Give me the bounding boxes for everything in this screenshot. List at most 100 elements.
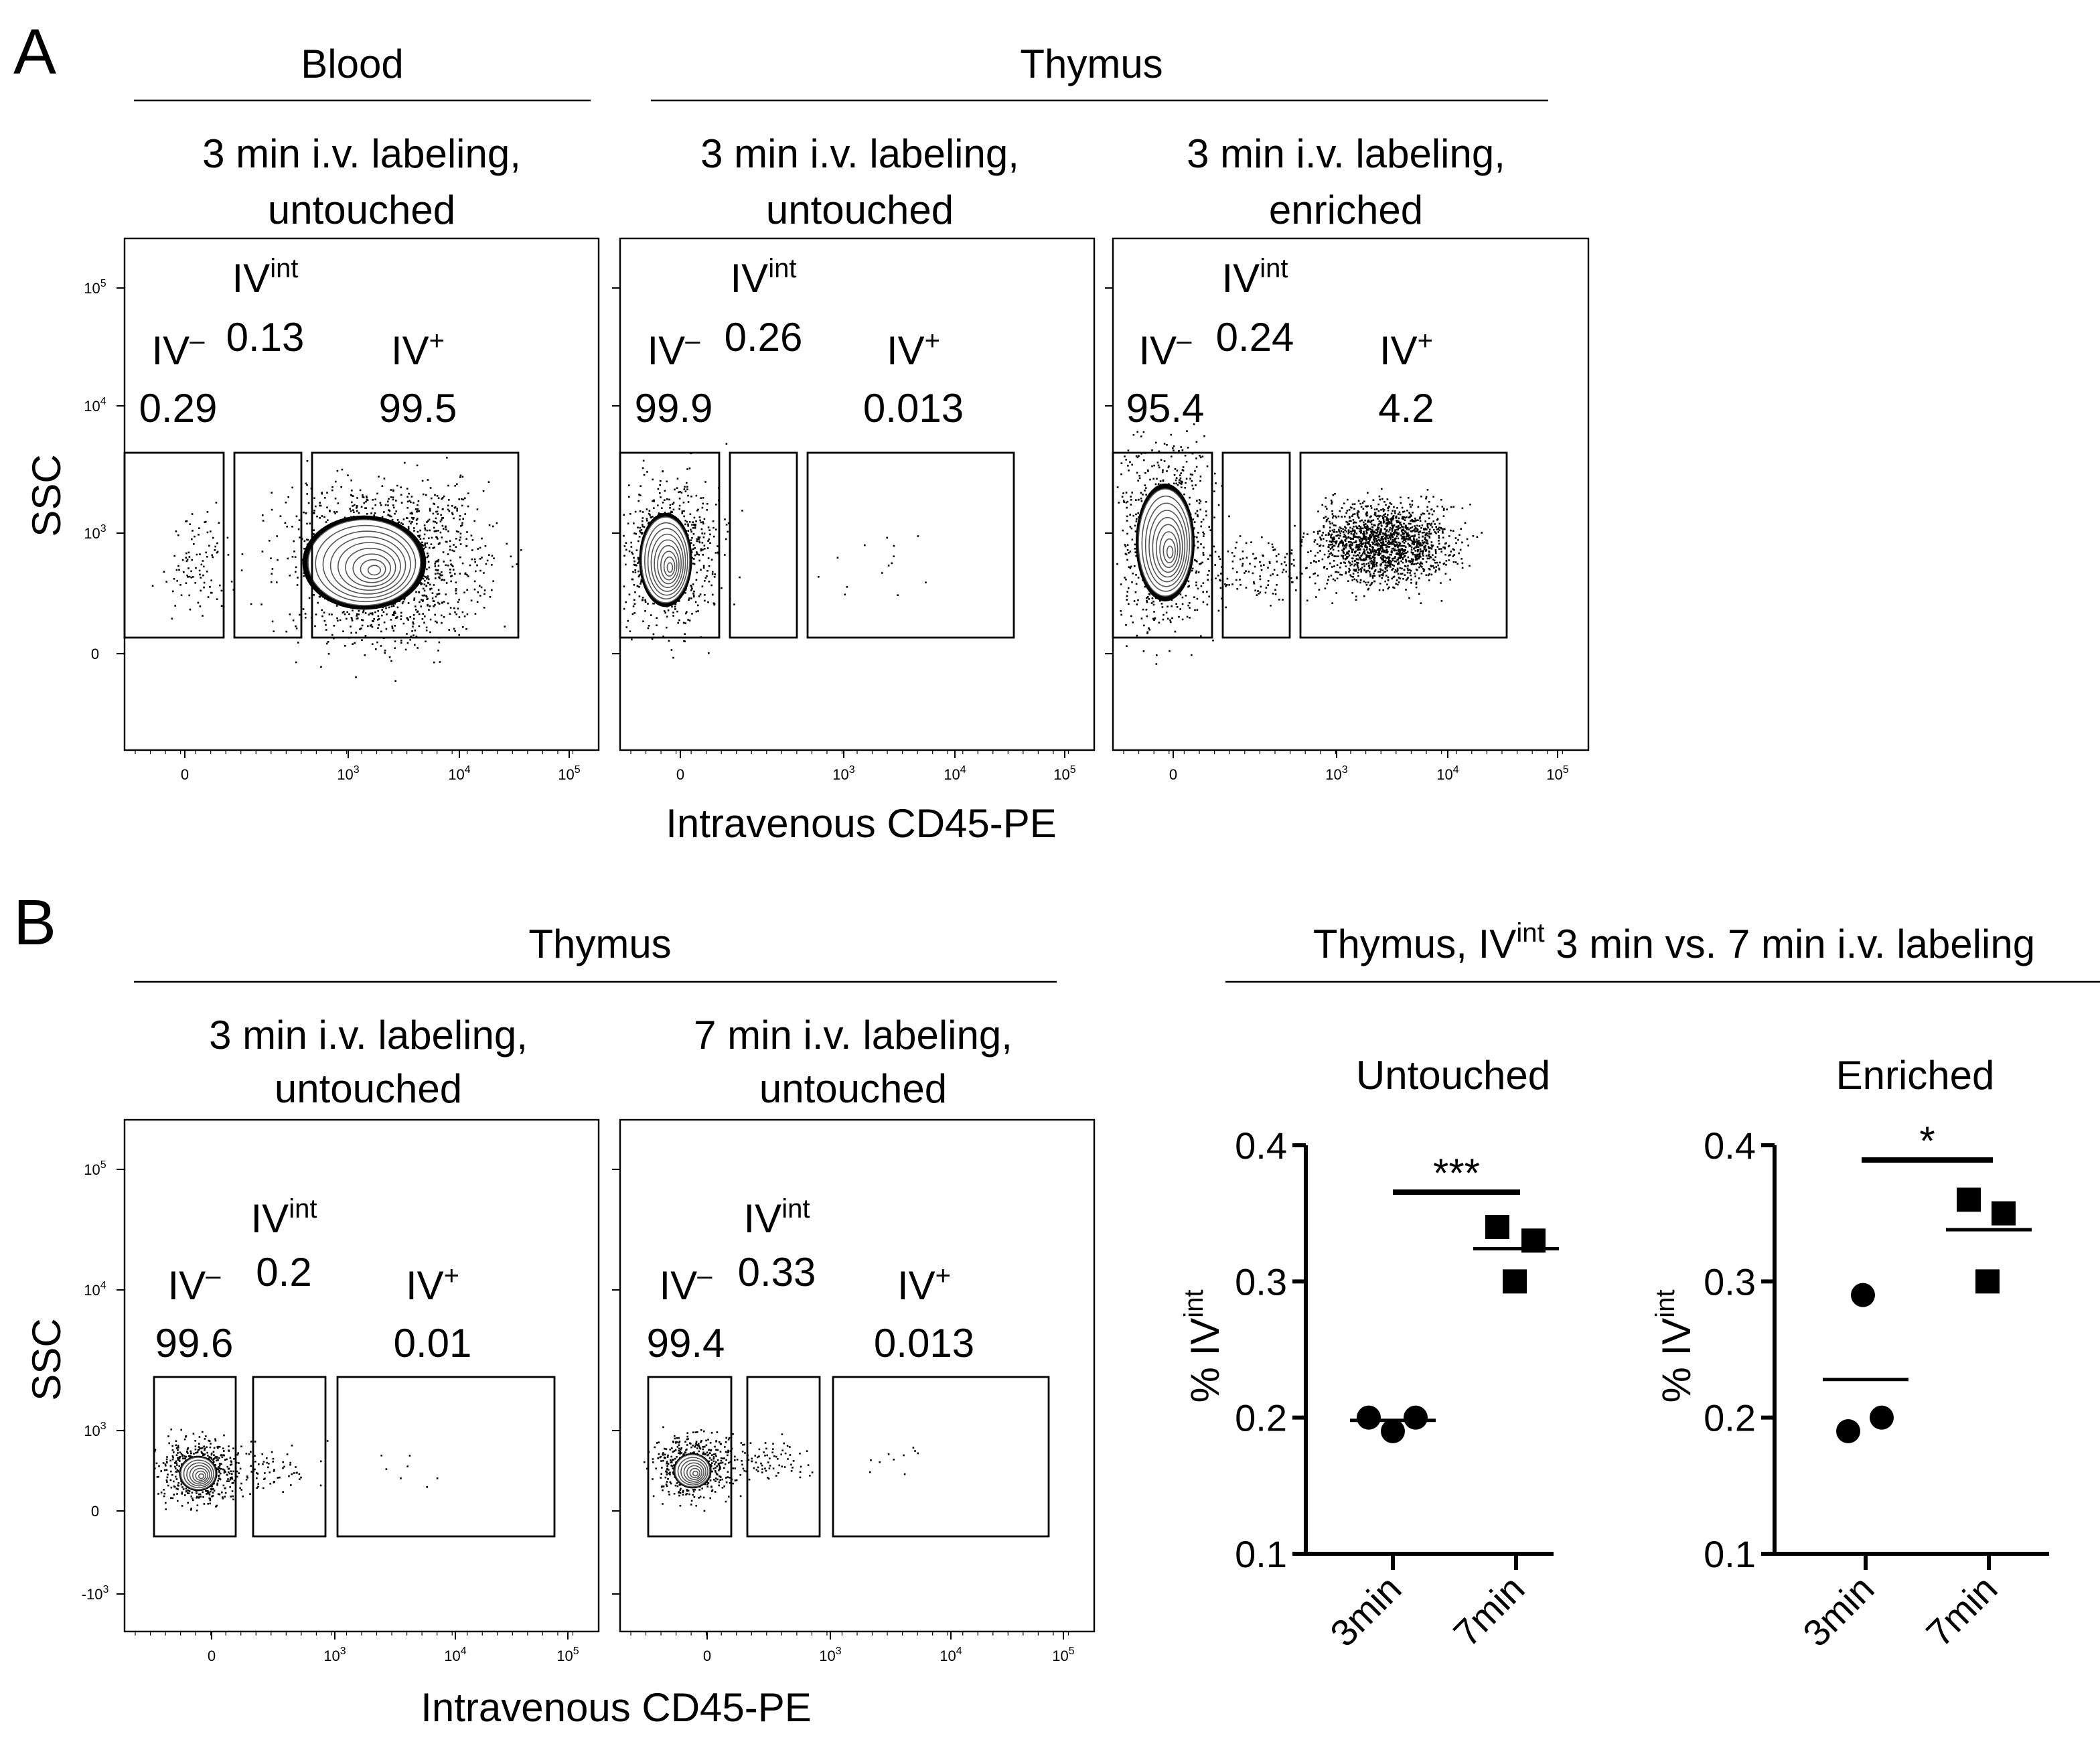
event-dot [683,510,685,512]
event-dot [1381,547,1383,549]
event-dot [674,608,676,610]
event-dot [1399,522,1401,525]
event-dot [1200,543,1202,545]
event-dot [1401,548,1403,550]
event-dot [1206,591,1208,593]
event-dot [1341,542,1344,544]
event-dot [1355,570,1357,572]
event-dot [1415,583,1418,585]
event-dot [335,511,338,513]
event-dot [1335,592,1337,594]
event-dot [185,560,188,563]
event-dot [1126,532,1128,535]
event-dot [1442,530,1444,532]
event-dot [686,611,688,613]
event-dot [1396,543,1398,545]
event-dot [1377,548,1379,550]
event-dot [1197,571,1200,573]
event-dot [1384,580,1386,583]
event-dot [458,616,461,618]
tick-base: 10 [944,766,960,783]
event-dot [240,569,243,571]
event-dot [358,613,360,615]
event-dot [372,613,374,615]
event-dot [670,649,673,651]
event-dot [297,528,300,530]
event-dot [1274,589,1276,591]
event-dot [1386,517,1388,520]
event-dot [1393,506,1395,508]
event-dot [1373,540,1376,542]
event-dot [394,625,396,627]
event-dot [1411,563,1413,565]
event-dot [1135,583,1138,585]
event-dot [411,630,413,632]
event-dot [702,549,704,551]
event-dot [1417,546,1419,548]
event-dot [1126,500,1129,503]
event-dot [1384,564,1386,567]
event-dot [1373,539,1376,542]
event-dot [1395,537,1397,540]
flow-plot [623,443,927,659]
event-dot [433,661,435,664]
event-dot [271,492,273,494]
event-dot [669,504,672,506]
event-dot [1347,521,1349,524]
event-dot [419,538,422,540]
event-dot [1425,498,1427,500]
event-dot [707,557,710,559]
event-dot [1348,523,1350,525]
event-dot [1355,540,1357,542]
event-dot [1406,571,1409,574]
event-dot [433,584,435,586]
event-dot [438,593,441,595]
event-dot [232,1481,234,1484]
event-dot [1425,555,1428,557]
event-dot [1382,557,1385,559]
event-dot [1319,545,1321,547]
event-dot [218,1494,221,1496]
event-dot [1430,522,1433,525]
event-dot [423,524,426,526]
event-dot [1363,559,1366,561]
event-dot [1199,456,1202,459]
event-dot [1400,534,1402,536]
event-dot [1380,522,1382,524]
event-dot [693,595,695,598]
event-dot [1184,487,1186,489]
event-dot [1407,526,1409,529]
event-dot [1128,587,1130,589]
event-dot [664,512,666,514]
event-dot [642,511,644,513]
event-dot [193,1453,195,1455]
event-dot [214,1457,216,1459]
event-dot [1398,541,1400,544]
event-dot [1389,522,1391,524]
event-dot [1329,522,1331,525]
event-dot [676,478,679,480]
event-dot [426,568,428,571]
event-dot [1412,553,1414,556]
event-dot [458,599,460,601]
event-dot [1199,508,1201,511]
event-dot [688,597,690,599]
event-dot [1361,567,1363,569]
event-dot [1339,510,1341,512]
event-dot [1255,557,1257,559]
event-dot [313,529,315,531]
event-dot [715,504,717,506]
event-dot [1352,519,1355,521]
event-dot [200,577,202,579]
event-dot [1391,540,1394,542]
event-dot [1373,524,1375,526]
event-dot [1415,581,1418,583]
event-dot [483,572,485,574]
event-dot [1166,470,1168,472]
event-dot [1415,586,1418,589]
event-dot [1398,581,1400,583]
event-dot [1384,516,1386,518]
event-dot [1385,551,1387,554]
event-dot [1425,533,1427,536]
event-dot [1456,563,1458,565]
